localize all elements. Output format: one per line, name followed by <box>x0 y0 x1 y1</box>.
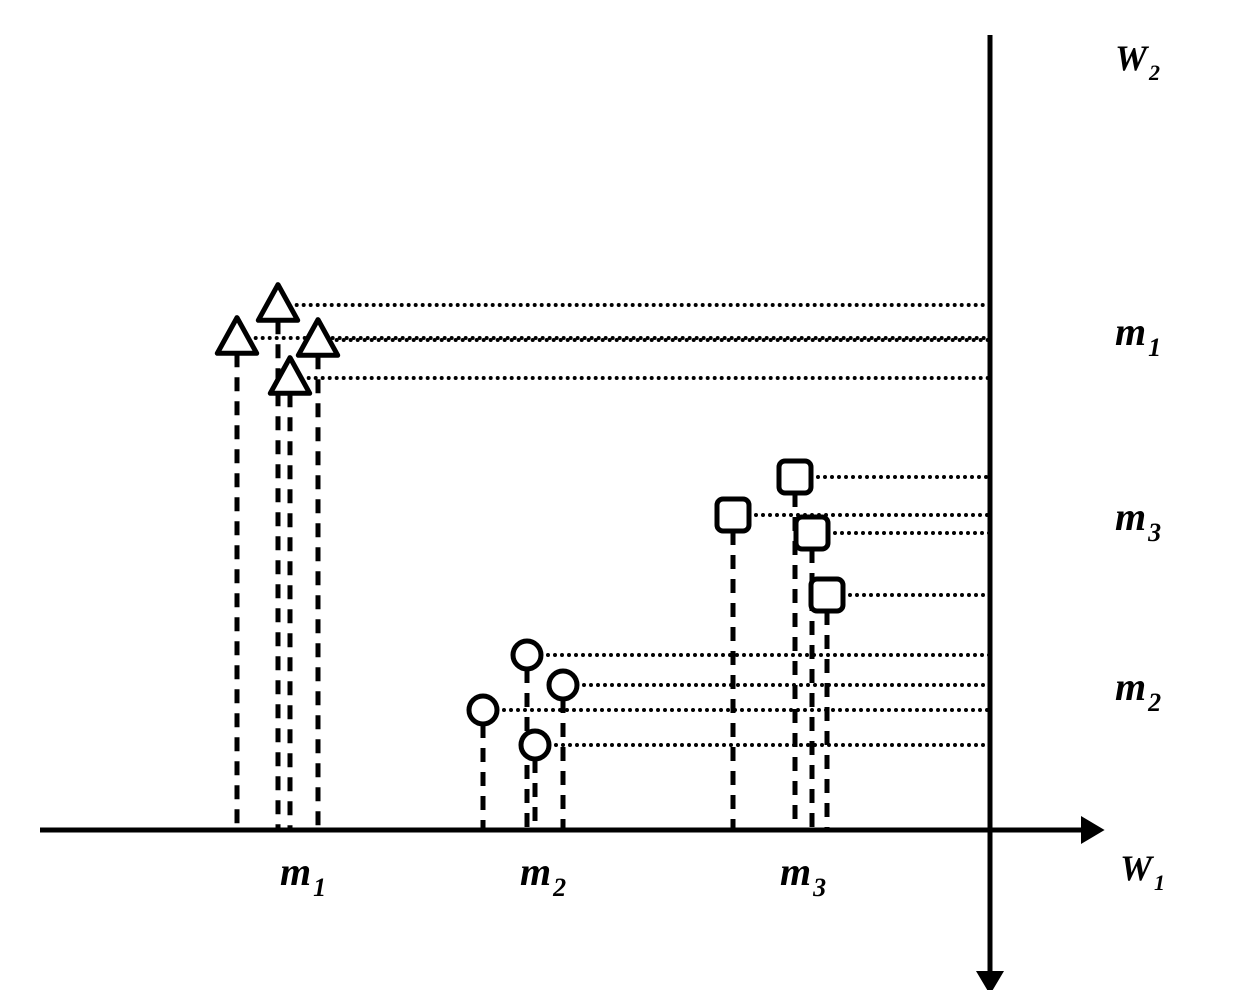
circle-marker <box>521 731 549 759</box>
circle-marker <box>469 696 497 724</box>
square-marker <box>811 579 843 611</box>
circle-marker <box>549 671 577 699</box>
square-marker <box>717 499 749 531</box>
square-marker <box>779 461 811 493</box>
circle-marker <box>513 641 541 669</box>
projection-to-y <box>747 513 989 517</box>
scatter-projection-diagram: W1W2m1m2m3m1m3m2 <box>0 0 1240 990</box>
square-marker <box>796 517 828 549</box>
